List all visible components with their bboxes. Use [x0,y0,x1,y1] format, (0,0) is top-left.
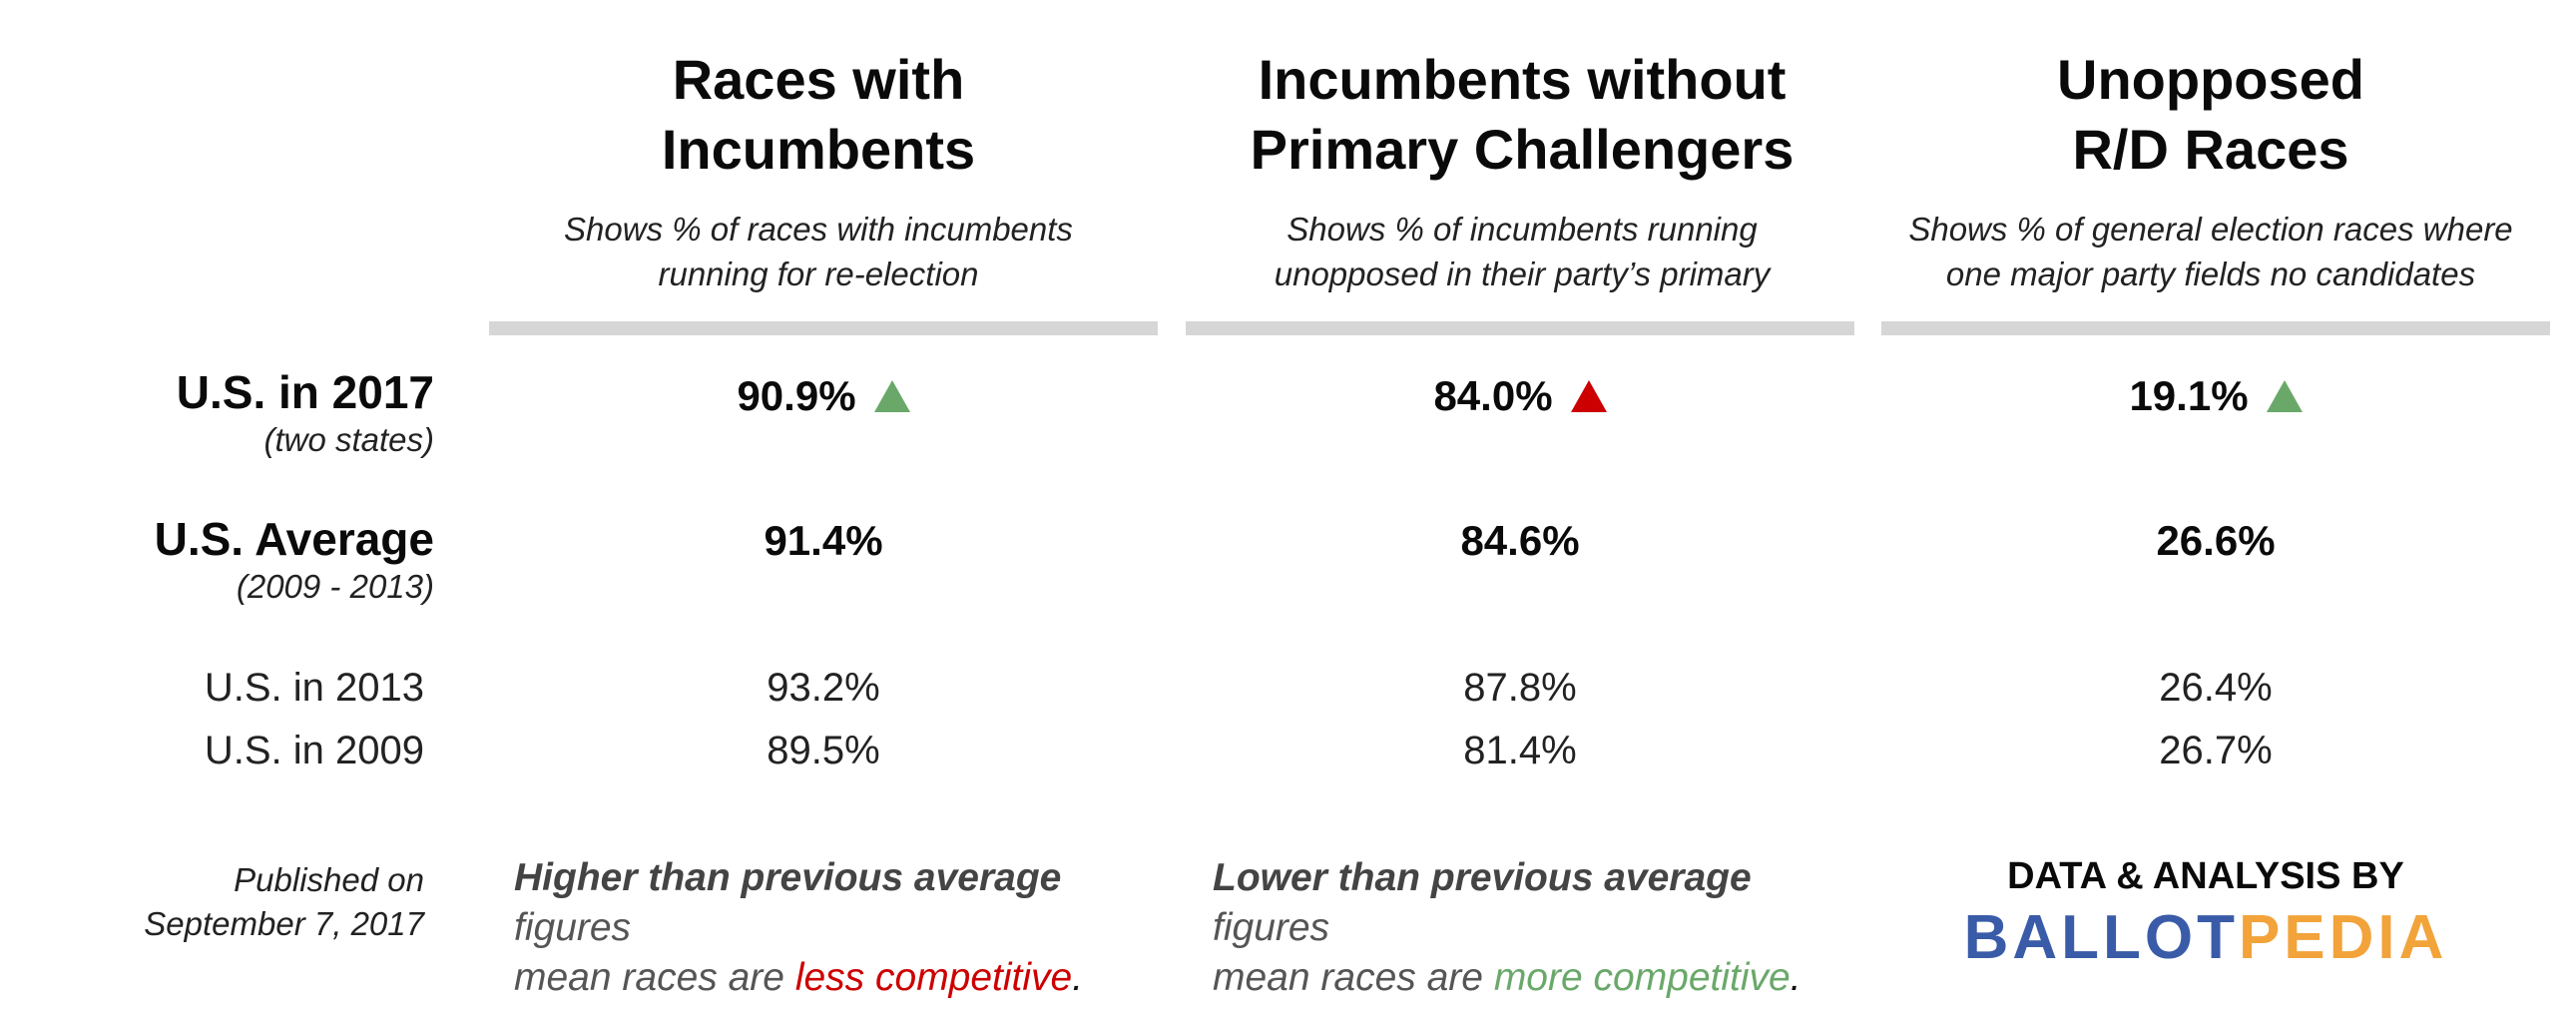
col2-title-line1: Incumbents without [1258,48,1787,111]
row-2017-sublabel: (two states) [263,421,434,458]
col1-title-line1: Races with [672,48,965,111]
col3-rule [1881,321,2550,335]
cell-2017-col3: 19.1% [1881,368,2550,424]
logo-pedia: PEDIA [2238,903,2448,972]
col3-subtitle: Shows % of general election races where … [1876,207,2545,296]
value-2009-col3: 26.7% [2159,729,2273,772]
value-2017-col2: 84.0% [1433,372,1553,419]
value-2017-col3: 19.1% [2129,372,2249,419]
row-2009-label: U.S. in 2009 [204,729,424,772]
data-analysis-by-label: DATA & ANALYSIS BY [2007,855,2404,897]
value-2009-col2: 81.4% [1463,729,1577,772]
col1-subtitle: Shows % of races with incumbents running… [489,207,1148,296]
note-lower-text1: figures [1213,906,1330,949]
note-lower-highlight: more competitive [1493,956,1791,999]
note-higher: Higher than previous average figures mea… [514,853,1173,1003]
value-average-col1: 91.4% [764,517,883,564]
col1-title-line2: Incumbents [661,118,976,181]
row-average-label: U.S. Average (2009 - 2013) [0,511,434,607]
value-2009-col1: 89.5% [767,729,880,772]
published-line2: September 7, 2017 [144,905,424,942]
note-higher-bold: Higher than previous average [514,856,1062,899]
col3-title-line1: Unopposed [2057,48,2364,111]
col2-title: Incumbents without Primary Challengers [1183,45,1861,185]
row-average-sublabel: (2009 - 2013) [236,568,434,605]
col3-title-line2: R/D Races [2072,118,2349,181]
col2-title-line2: Primary Challengers [1250,118,1795,181]
col1-title: Races with Incumbents [489,45,1148,185]
value-2013-col2: 87.8% [1463,666,1577,710]
note-lower: Lower than previous average figures mean… [1213,853,1871,1003]
up-triangle-green-icon [2266,380,2303,412]
cell-2017-col2: 84.0% [1186,368,1854,424]
published-date: Published on September 7, 2017 [0,858,424,946]
row-2017-title: U.S. in 2017 [176,366,434,418]
cell-2017-col1: 90.9% [489,368,1158,424]
col3-subtitle-line1: Shows % of general election races where [1908,211,2513,248]
value-2013-col3: 26.4% [2159,666,2273,710]
note-higher-text2: mean races are [514,956,795,999]
col2-subtitle-line2: unopposed in their party’s primary [1274,255,1771,292]
up-triangle-red-icon [1570,380,1607,412]
value-2017-col1: 90.9% [737,372,856,419]
published-line1: Published on [234,861,424,898]
col1-subtitle-line2: running for re-election [658,255,979,292]
col3-title: Unopposed R/D Races [1876,45,2545,185]
col2-rule [1186,321,1854,335]
value-average-col2: 84.6% [1460,517,1580,564]
ballotpedia-logo: BALLOTPEDIA [1896,902,2515,974]
col1-subtitle-line1: Shows % of races with incumbents [564,211,1073,248]
col1-rule [489,321,1158,335]
logo-ballot: BALLOT [1963,903,2239,972]
value-average-col3: 26.6% [2156,517,2276,564]
note-higher-end: . [1072,956,1084,999]
col2-subtitle-line1: Shows % of incumbents running [1287,211,1758,248]
note-lower-text2: mean races are [1213,956,1494,999]
note-lower-bold: Lower than previous average [1213,856,1752,899]
note-lower-end: . [1790,956,1802,999]
col2-subtitle: Shows % of incumbents running unopposed … [1183,207,1861,296]
note-higher-text1: figures [514,906,632,949]
up-triangle-green-icon [873,380,910,412]
col3-subtitle-line2: one major party fields no candidates [1945,255,2476,292]
row-2017-label: U.S. in 2017 (two states) [0,364,434,460]
value-2013-col1: 93.2% [767,666,880,710]
row-average-title: U.S. Average [154,513,434,565]
row-2013-label: U.S. in 2013 [204,666,424,710]
note-higher-highlight: less competitive [794,956,1073,999]
